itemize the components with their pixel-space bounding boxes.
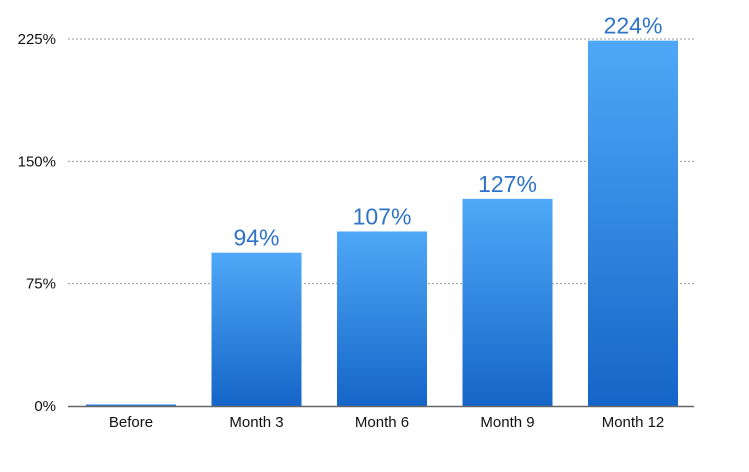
bar — [211, 252, 302, 406]
x-tick-label: Month 9 — [480, 414, 534, 431]
data-label: 107% — [353, 203, 412, 229]
bars — [86, 40, 678, 407]
x-tick-label: Month 6 — [355, 414, 409, 431]
y-tick-label: 150% — [18, 153, 56, 170]
data-label: 127% — [478, 171, 537, 197]
bar — [588, 40, 678, 407]
y-axis-tick-labels: 0% 75% 150% 225% — [18, 31, 56, 415]
x-tick-label: Before — [109, 414, 153, 431]
y-tick-label: 0% — [34, 398, 56, 415]
bar — [337, 231, 427, 406]
y-tick-label: 75% — [26, 276, 56, 293]
data-label: 224% — [604, 13, 663, 39]
data-label: 94% — [233, 225, 279, 251]
bar — [86, 404, 176, 406]
bar — [462, 198, 553, 406]
x-tick-label: Month 3 — [229, 414, 283, 431]
x-axis-tick-labels: Before Month 3 Month 6 Month 9 Month 12 — [109, 414, 664, 431]
y-tick-label: 225% — [18, 31, 56, 48]
x-tick-label: Month 12 — [602, 414, 665, 431]
data-labels: 94% 107% 127% 224% — [233, 13, 662, 251]
